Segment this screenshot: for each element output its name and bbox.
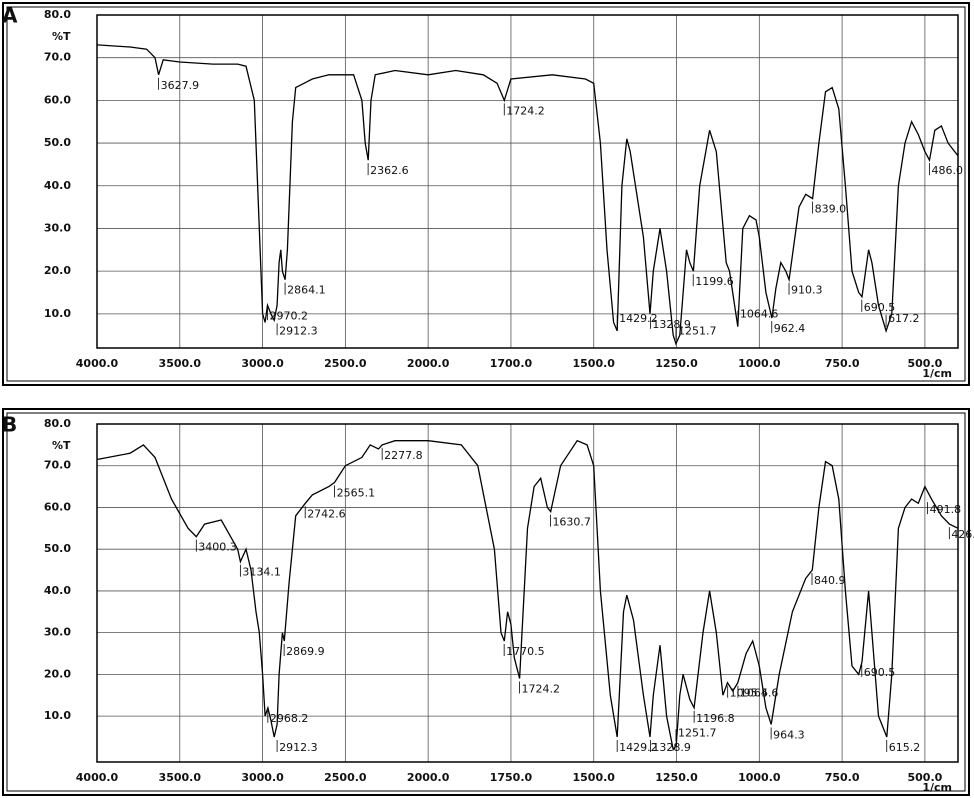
- spectrum-line: [96, 44, 959, 346]
- y-tick-label: 80.0: [44, 8, 71, 21]
- frame: [6, 6, 966, 382]
- peak-label: 1328.9: [652, 318, 691, 331]
- peak-label: 2970.2: [270, 309, 309, 322]
- plot-border: [96, 14, 959, 349]
- x-tick-label: 3000.0: [241, 771, 284, 784]
- peak-label: 491.8: [930, 503, 962, 516]
- y-tick-label: 60.0: [44, 93, 71, 106]
- peak-label: 3400.3: [198, 541, 237, 554]
- x-tick-label: 750.0: [825, 771, 860, 784]
- x-tick-label: 1000.0: [738, 357, 781, 370]
- peak-label: 2864.1: [287, 284, 326, 297]
- peak-label: 1328.9: [652, 741, 691, 754]
- x-tick-label: 1700.0: [490, 357, 533, 370]
- peak-label: 617.2: [888, 312, 920, 325]
- peak-label: 2277.8: [384, 449, 423, 462]
- x-tick-label: 500.0: [907, 771, 942, 784]
- peak-label: 1724.2: [506, 104, 545, 117]
- peak-label: 3134.1: [242, 566, 280, 579]
- y-tick-label: 60.0: [44, 500, 71, 513]
- peak-label: 1251.7: [678, 325, 717, 338]
- x-tick-label: 4000.0: [76, 771, 119, 784]
- peak-label: 426.2: [951, 528, 974, 541]
- peak-label: 839.0: [815, 203, 847, 216]
- peak-label: 910.3: [791, 284, 823, 297]
- x-tick-label: 3000.0: [241, 357, 284, 370]
- x-tick-label: 2000.0: [407, 771, 450, 784]
- spectrum-line: [96, 439, 959, 752]
- y-tick-label: 80.0: [44, 417, 71, 430]
- x-tick-label: 4000.0: [76, 357, 119, 370]
- peak-label: 486.0: [932, 164, 964, 177]
- x-tick-label: 3500.0: [159, 771, 202, 784]
- x-tick-label: 2000.0: [407, 357, 450, 370]
- peak-label: 1429.2: [619, 741, 658, 754]
- x-tick-label: 1500.0: [573, 771, 616, 784]
- y-tick-label: 10.0: [44, 709, 71, 722]
- y-tick-label: 70.0: [44, 51, 71, 64]
- y-tick-label: 70.0: [44, 459, 71, 472]
- y-axis-label: %T: [52, 439, 71, 452]
- peak-label: 1630.7: [552, 516, 591, 529]
- y-axis-label: %T: [52, 30, 71, 43]
- panel-label: B: [2, 413, 17, 437]
- x-tick-label: 2500.0: [324, 357, 367, 370]
- y-tick-label: 50.0: [44, 136, 71, 149]
- peak-label: 2362.6: [370, 164, 409, 177]
- peak-label: 840.9: [814, 574, 846, 587]
- x-tick-label: 1000.0: [738, 771, 781, 784]
- frame: [6, 412, 966, 792]
- peak-label: 615.2: [889, 741, 921, 754]
- y-tick-label: 10.0: [44, 307, 71, 320]
- peak-label: 2869.9: [286, 645, 325, 658]
- x-tick-label: 2500.0: [324, 771, 367, 784]
- peak-label: 1199.6: [695, 275, 734, 288]
- peak-label: 3627.9: [161, 79, 200, 92]
- x-tick-label: 3500.0: [159, 357, 202, 370]
- peak-label: 1251.7: [678, 726, 717, 739]
- x-tick-label: 1750.0: [490, 771, 533, 784]
- x-tick-label: 750.0: [825, 357, 860, 370]
- peak-label: 2912.3: [279, 324, 318, 337]
- peak-label: 1724.2: [521, 683, 560, 696]
- x-axis-label: 1/cm: [922, 781, 952, 794]
- peak-label: 690.5: [864, 666, 896, 679]
- frame: [2, 2, 970, 386]
- peak-label: 964.3: [773, 728, 805, 741]
- peak-label: 2565.1: [337, 486, 376, 499]
- x-axis-label: 1/cm: [922, 367, 952, 380]
- plot-border: [96, 423, 959, 763]
- y-tick-label: 40.0: [44, 584, 71, 597]
- peak-label: 2742.6: [307, 507, 346, 520]
- y-tick-label: 30.0: [44, 626, 71, 639]
- x-tick-label: 1250.0: [655, 771, 698, 784]
- x-tick-label: 1500.0: [573, 357, 616, 370]
- x-tick-label: 500.0: [907, 357, 942, 370]
- peak-label: 2912.3: [279, 741, 318, 754]
- peak-label: 1064.6: [740, 308, 779, 321]
- peak-label: 1095.5: [730, 687, 769, 700]
- peak-label: 2968.2: [270, 712, 309, 725]
- y-tick-label: 30.0: [44, 221, 71, 234]
- y-tick-label: 40.0: [44, 179, 71, 192]
- frame: [2, 408, 970, 796]
- x-tick-label: 1250.0: [655, 357, 698, 370]
- y-tick-label: 50.0: [44, 542, 71, 555]
- peak-label: 690.5: [864, 301, 896, 314]
- y-tick-label: 20.0: [44, 264, 71, 277]
- peak-label: 1064.6: [740, 687, 779, 700]
- peak-label: 962.4: [774, 322, 806, 335]
- peak-label: 1770.5: [506, 645, 545, 658]
- panel-label: A: [2, 4, 18, 28]
- peak-label: 1429.2: [619, 312, 658, 325]
- peak-label: 1196.8: [696, 712, 735, 725]
- y-tick-label: 20.0: [44, 667, 71, 680]
